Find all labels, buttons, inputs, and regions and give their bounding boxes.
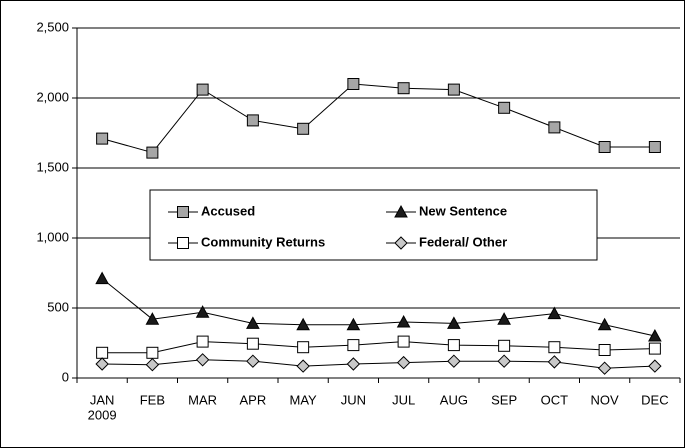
legend-label: New Sentence [419,203,507,218]
marker [347,339,360,352]
marker [497,354,511,368]
marker [196,83,209,96]
marker [196,335,209,348]
legend-box [149,189,598,261]
marker [394,236,408,250]
x-tick-label: JUL [392,392,415,407]
marker [648,141,661,153]
marker [648,328,662,342]
marker [95,357,109,371]
y-tick-label: 0 [62,369,69,384]
x-tick-label: JAN [90,392,115,407]
marker [498,101,511,114]
marker [177,206,189,218]
marker [297,341,310,354]
marker [447,354,461,368]
marker [195,305,210,318]
x-tick-label: JUN [341,392,366,407]
marker [246,114,259,127]
marker [648,359,662,373]
marker [397,82,410,95]
marker [447,83,460,96]
marker [447,339,460,352]
marker [648,342,661,355]
y-tick-label: 1,500 [36,159,69,174]
marker [145,312,160,325]
marker [548,341,561,354]
series-line [102,359,655,369]
series-line [102,341,655,354]
marker [396,355,411,370]
x-tick-label: AUG [440,392,468,407]
marker [246,337,259,350]
x-tick-label: FEB [140,392,165,407]
marker [598,141,611,153]
y-tick-label: 2,000 [36,89,69,104]
x-tick-label: APR [240,392,267,407]
marker [296,359,310,373]
marker [396,314,411,328]
marker [297,122,310,135]
marker [96,346,109,359]
y-tick-label: 500 [47,299,69,314]
marker [346,317,361,331]
marker [498,339,511,352]
marker [548,121,561,134]
legend-label: Community Returns [201,234,325,249]
marker [397,335,410,348]
marker [146,346,159,359]
marker [347,78,360,90]
x-tick-label: DEC [641,392,668,407]
marker [146,146,159,159]
x-tick-label: SEP [491,392,517,407]
marker [547,306,562,320]
marker [394,204,408,218]
y-tick-label: 1,000 [36,229,69,244]
marker [195,353,210,367]
marker [597,361,612,375]
marker [597,317,612,331]
marker [346,357,361,371]
marker [177,237,189,249]
legend: Accused New Sentence Community Returns Fede… [149,189,598,261]
x-tick-label: MAY [290,392,318,407]
legend-label: Accused [201,203,255,218]
marker [598,344,611,356]
y-tick-label: 2,500 [36,19,69,34]
x-tick-label: NOV [591,392,620,407]
marker [447,316,461,329]
marker [547,355,562,369]
x-secondary-label: 2009 [88,407,117,422]
x-tick-label: MAR [188,392,217,407]
marker [296,317,310,331]
series-line [101,83,655,154]
legend-label: Federal/ Other [419,234,507,249]
marker [497,312,511,325]
series-line [101,278,655,337]
marker [246,316,260,329]
marker [246,354,260,368]
marker [145,357,160,372]
x-tick-label: OCT [541,392,569,407]
marker [95,271,109,285]
marker [96,132,109,145]
